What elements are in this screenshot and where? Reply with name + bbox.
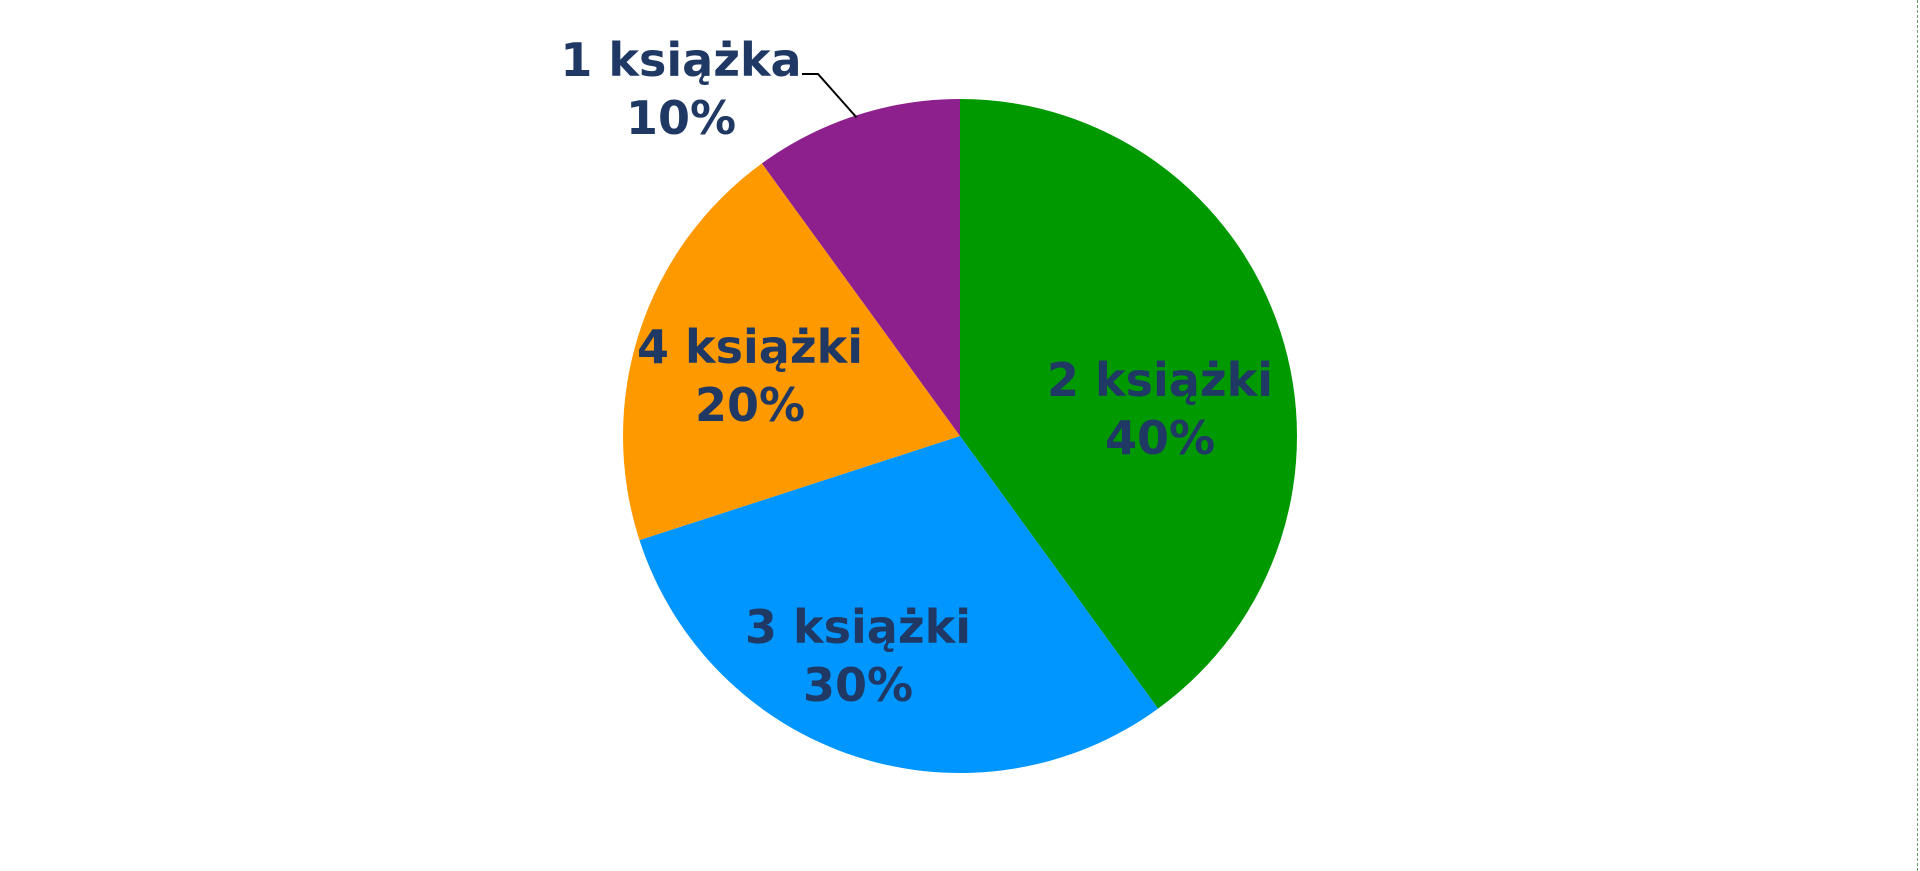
pie-slice-3 (623, 163, 960, 541)
frame-edge-line (1917, 0, 1918, 871)
pie-slice-4 (761, 99, 960, 436)
leader-lines (802, 73, 858, 119)
leader-line (802, 73, 858, 119)
slice-labels: 2 książki 40% 3 książki 30% 4 książki 20% 1 ks… (560, 33, 1273, 712)
slice-label-value: 10% (626, 91, 736, 145)
pie-slice-2 (639, 436, 1159, 773)
slice-label-name: 1 książka (560, 33, 801, 87)
slice-label-2: 3 książki 30% (745, 600, 971, 712)
slice-label-name: 4 książki (637, 320, 863, 374)
slice-label-value: 30% (803, 658, 913, 712)
slice-label-name: 3 książki (745, 600, 971, 654)
slice-label-value: 40% (1105, 411, 1215, 465)
slice-label-1: 2 książki 40% (1047, 353, 1273, 465)
slice-label-value: 20% (695, 378, 805, 432)
slice-label-3: 4 książki 20% (637, 320, 863, 432)
pie-slice-1 (960, 99, 1297, 709)
slice-label-name: 2 książki (1047, 353, 1273, 407)
pie-slices (623, 99, 1297, 773)
slice-label-4: 1 książka 10% (560, 33, 801, 145)
